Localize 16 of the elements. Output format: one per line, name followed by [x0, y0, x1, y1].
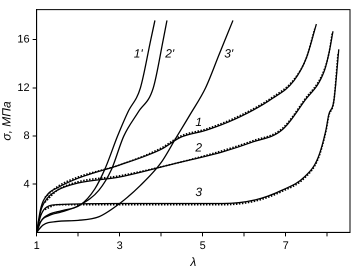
y-tick-label: 12 [17, 82, 30, 94]
y-tick-label: 4 [24, 178, 30, 190]
y-tick-label: 16 [17, 34, 30, 46]
y-tick-label: 8 [24, 130, 30, 142]
series-label: 3' [224, 46, 234, 61]
series-label: 2' [164, 46, 175, 61]
x-axis-title: λ [189, 255, 196, 270]
x-tick-label: 7 [282, 240, 289, 252]
series-label: 2 [194, 140, 202, 154]
x-tick-label: 1 [34, 240, 40, 252]
x-tick-label: 3 [116, 240, 123, 252]
series-label: 1' [134, 46, 144, 61]
y-axis-title: σ, МПа [0, 101, 14, 141]
series-label: 3 [195, 184, 202, 199]
series-label: 1 [195, 115, 202, 130]
x-tick-label: 5 [200, 240, 206, 252]
